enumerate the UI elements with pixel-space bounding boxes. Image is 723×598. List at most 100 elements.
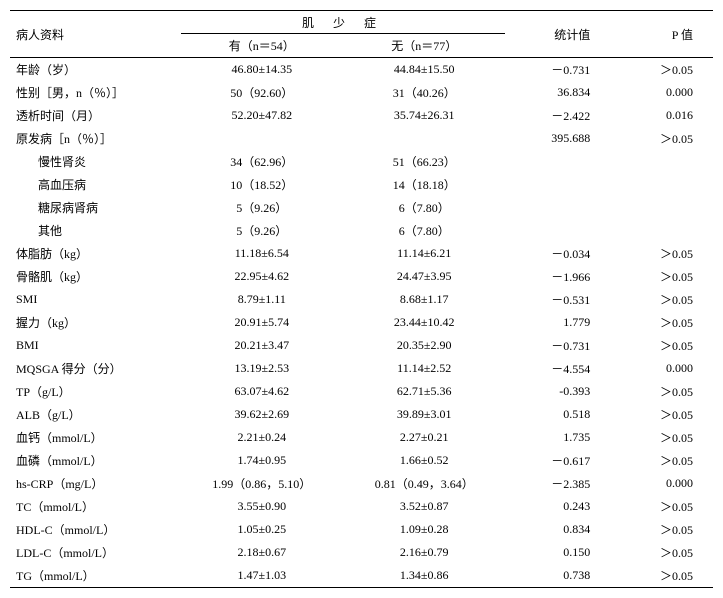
cell-pvalue: ＞0.05 xyxy=(610,265,713,288)
cell-group1: 5（9.26） xyxy=(181,196,343,219)
cell-group1: 50（92.60） xyxy=(181,81,343,104)
cell-group1: 2.21±0.24 xyxy=(181,426,343,449)
table-row: 体脂肪（kg）11.18±6.5411.14±6.21－0.034＞0.05 xyxy=(10,242,713,265)
header-row-label: 病人资料 xyxy=(10,11,181,58)
cell-pvalue xyxy=(610,173,713,196)
cell-group1: 10（18.52） xyxy=(181,173,343,196)
cell-stat: 0.518 xyxy=(505,403,610,426)
cell-group2: 39.89±3.01 xyxy=(343,403,505,426)
table-row: 原发病［n（％）］ 395.688＞0.05 xyxy=(10,127,713,150)
cell-pvalue: ＞0.05 xyxy=(610,403,713,426)
cell-group2: 1.09±0.28 xyxy=(343,518,505,541)
header-stat: 统计值 xyxy=(505,11,610,58)
cell-group2: 44.84±15.50 xyxy=(343,58,505,82)
cell-group2: 14（18.18） xyxy=(343,173,505,196)
cell-group2: 1.34±0.86 xyxy=(343,564,505,588)
row-label: 透析时间（月） xyxy=(10,104,181,127)
cell-group1: 11.18±6.54 xyxy=(181,242,343,265)
row-label: ALB（g/L） xyxy=(10,403,181,426)
cell-pvalue: ＞0.05 xyxy=(610,58,713,82)
row-label: 高血压病 xyxy=(10,173,181,196)
header-pval: P 值 xyxy=(610,11,713,58)
cell-stat xyxy=(505,150,610,173)
cell-stat: 395.688 xyxy=(505,127,610,150)
cell-group1: 3.55±0.90 xyxy=(181,495,343,518)
cell-stat: 1.779 xyxy=(505,311,610,334)
table-row: 血磷（mmol/L）1.74±0.951.66±0.52－0.617＞0.05 xyxy=(10,449,713,472)
row-label: hs-CRP（mg/L） xyxy=(10,472,181,495)
table-row: ALB（g/L）39.62±2.6939.89±3.010.518＞0.05 xyxy=(10,403,713,426)
cell-group1 xyxy=(181,127,343,150)
table-row: 慢性肾炎34（62.96）51（66.23） xyxy=(10,150,713,173)
cell-stat: －0.034 xyxy=(505,242,610,265)
cell-group1: 1.05±0.25 xyxy=(181,518,343,541)
cell-group1: 20.21±3.47 xyxy=(181,334,343,357)
table-row: 性别［男，n（％）］50（92.60）31（40.26）36.8340.000 xyxy=(10,81,713,104)
cell-stat: －0.617 xyxy=(505,449,610,472)
cell-group1: 2.18±0.67 xyxy=(181,541,343,564)
cell-pvalue: ＞0.05 xyxy=(610,426,713,449)
row-label: BMI xyxy=(10,334,181,357)
row-label: TP（g/L） xyxy=(10,380,181,403)
table-row: LDL-C（mmol/L）2.18±0.672.16±0.790.150＞0.0… xyxy=(10,541,713,564)
cell-group2: 23.44±10.42 xyxy=(343,311,505,334)
table-row: TP（g/L）63.07±4.6262.71±5.36-0.393＞0.05 xyxy=(10,380,713,403)
cell-group1: 22.95±4.62 xyxy=(181,265,343,288)
header-sub2: 无（n＝77） xyxy=(343,34,505,58)
cell-group2: 6（7.80） xyxy=(343,196,505,219)
cell-pvalue: ＞0.05 xyxy=(610,127,713,150)
cell-group2: 35.74±26.31 xyxy=(343,104,505,127)
cell-group1: 20.91±5.74 xyxy=(181,311,343,334)
cell-stat: 0.738 xyxy=(505,564,610,588)
cell-group2: 3.52±0.87 xyxy=(343,495,505,518)
cell-pvalue xyxy=(610,196,713,219)
cell-stat: －0.731 xyxy=(505,58,610,82)
cell-group1: 63.07±4.62 xyxy=(181,380,343,403)
row-label: 原发病［n（％）］ xyxy=(10,127,181,150)
cell-pvalue: ＞0.05 xyxy=(610,541,713,564)
table-row: 高血压病10（18.52）14（18.18） xyxy=(10,173,713,196)
cell-group1: 13.19±2.53 xyxy=(181,357,343,380)
cell-stat: －1.966 xyxy=(505,265,610,288)
row-label: 骨骼肌（kg） xyxy=(10,265,181,288)
cell-group2: 62.71±5.36 xyxy=(343,380,505,403)
cell-stat xyxy=(505,196,610,219)
table-row: 握力（kg）20.91±5.7423.44±10.421.779＞0.05 xyxy=(10,311,713,334)
table-row: 骨骼肌（kg）22.95±4.6224.47±3.95－1.966＞0.05 xyxy=(10,265,713,288)
cell-stat: 0.150 xyxy=(505,541,610,564)
cell-group1: 1.47±1.03 xyxy=(181,564,343,588)
row-label: TC（mmol/L） xyxy=(10,495,181,518)
cell-pvalue: ＞0.05 xyxy=(610,449,713,472)
cell-group1: 1.74±0.95 xyxy=(181,449,343,472)
cell-group2: 2.16±0.79 xyxy=(343,541,505,564)
cell-group1: 8.79±1.11 xyxy=(181,288,343,311)
cell-group1: 1.99（0.86，5.10） xyxy=(181,472,343,495)
cell-pvalue: ＞0.05 xyxy=(610,518,713,541)
table-row: SMI8.79±1.118.68±1.17－0.531＞0.05 xyxy=(10,288,713,311)
row-label: 慢性肾炎 xyxy=(10,150,181,173)
data-table: 病人资料 肌 少 症 统计值 P 值 有（n＝54） 无（n＝77） 年龄（岁）… xyxy=(10,10,713,588)
cell-pvalue: ＞0.05 xyxy=(610,380,713,403)
cell-stat: －0.731 xyxy=(505,334,610,357)
header-sub1: 有（n＝54） xyxy=(181,34,343,58)
table-row: 年龄（岁）46.80±14.3544.84±15.50－0.731＞0.05 xyxy=(10,58,713,82)
table-row: 血钙（mmol/L）2.21±0.242.27±0.211.735＞0.05 xyxy=(10,426,713,449)
row-label: LDL-C（mmol/L） xyxy=(10,541,181,564)
row-label: 糖尿病肾病 xyxy=(10,196,181,219)
row-label: HDL-C（mmol/L） xyxy=(10,518,181,541)
cell-pvalue: 0.016 xyxy=(610,104,713,127)
cell-group1: 46.80±14.35 xyxy=(181,58,343,82)
table-header: 病人资料 肌 少 症 统计值 P 值 有（n＝54） 无（n＝77） xyxy=(10,11,713,58)
cell-stat: －0.531 xyxy=(505,288,610,311)
cell-group2: 2.27±0.21 xyxy=(343,426,505,449)
row-label: 年龄（岁） xyxy=(10,58,181,82)
table-row: MQSGA 得分（分）13.19±2.5311.14±2.52－4.5540.0… xyxy=(10,357,713,380)
row-label: MQSGA 得分（分） xyxy=(10,357,181,380)
cell-pvalue: ＞0.05 xyxy=(610,242,713,265)
cell-pvalue xyxy=(610,219,713,242)
cell-stat xyxy=(505,173,610,196)
table-row: 糖尿病肾病5（9.26）6（7.80） xyxy=(10,196,713,219)
cell-stat: 36.834 xyxy=(505,81,610,104)
cell-pvalue xyxy=(610,150,713,173)
cell-stat: －2.422 xyxy=(505,104,610,127)
